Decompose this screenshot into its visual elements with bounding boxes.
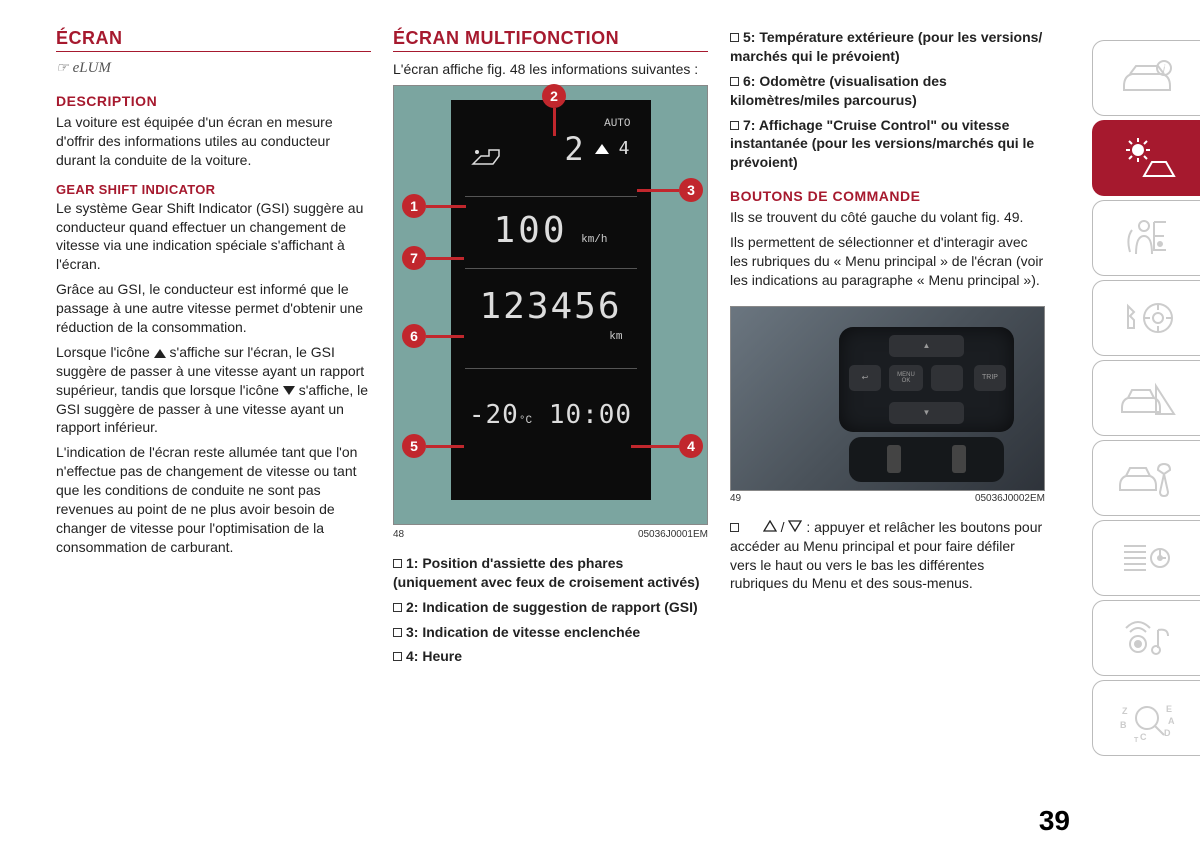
paragraph: L'écran affiche fig. 48 les informations… [393,60,708,79]
svg-text:i: i [1162,64,1165,75]
tab-dashboard-active[interactable] [1092,120,1200,196]
list-item: 7: Affichage "Cruise Control" ou vitesse… [730,116,1045,173]
svg-text:E: E [1166,704,1172,714]
paragraph: Ils se trouvent du côté gauche du volant… [730,208,1045,227]
callout-3: 3 [679,178,703,202]
figure-caption: 49 05036J0002EM [730,493,1045,504]
chapter-tabs: i ZB EAD CT [1092,40,1200,756]
shift-down-icon [283,386,295,395]
callout-6: 6 [402,324,426,348]
paragraph: Lorsque l'icône s'affiche sur l'écran, l… [56,343,371,437]
figure-49: ↩ MENUOK TRIP ▲ ▼ [730,306,1045,491]
heading-description: DESCRIPTION [56,93,371,109]
list-item: 3: Indication de vitesse enclenchée [393,623,708,642]
list-item: 4: Heure [393,647,708,666]
tab-vehicle-info[interactable]: i [1092,40,1200,116]
callout-5: 5 [402,434,426,458]
list-item: 5: Température extérieure (pour les vers… [730,28,1045,66]
list-item: 1: Position d'assiette des phares (uniqu… [393,554,708,592]
callout-2: 2 [542,84,566,108]
svg-text:A: A [1168,716,1175,726]
list-item: 2: Indication de suggestion de rapport (… [393,598,708,617]
tab-multimedia[interactable] [1092,600,1200,676]
figure-caption: 48 05036J0001EM [393,529,708,540]
shift-up-icon [154,349,166,358]
section-title: ÉCRAN MULTIFONCTION [393,28,708,52]
section-title: ÉCRAN [56,28,371,52]
list-item: 6: Odomètre (visualisation des kilomètre… [730,72,1045,110]
callout-7: 7 [402,246,426,270]
paragraph: / : appuyer et relâcher les boutons pour… [730,518,1045,594]
tab-maintenance[interactable] [1092,440,1200,516]
svg-text:T: T [1134,737,1139,742]
paragraph: L'indication de l'écran reste allumée ta… [56,443,371,556]
svg-text:Z: Z [1122,706,1128,716]
tab-index[interactable]: ZB EAD CT [1092,680,1200,756]
heading-buttons: BOUTONS DE COMMANDE [730,188,1045,204]
heading-gsi: GEAR SHIFT INDICATOR [56,182,371,197]
svg-text:D: D [1164,728,1171,738]
paragraph: Ils permettent de sélectionner et d'inte… [730,233,1045,290]
svg-text:C: C [1140,732,1147,742]
paragraph: La voiture est équipée d'un écran en mes… [56,113,371,170]
callout-4: 4 [679,434,703,458]
tab-specs[interactable] [1092,520,1200,596]
tab-safety[interactable] [1092,200,1200,276]
svg-text:B: B [1120,720,1127,730]
page-number: 39 [1039,805,1070,837]
figure-48: AUTO 2 4 100 km/h [393,85,708,525]
paragraph: Grâce au GSI, le conducteur est informé … [56,280,371,337]
paragraph: Le système Gear Shift Indicator (GSI) su… [56,199,371,275]
tab-starting[interactable] [1092,280,1200,356]
elum-badge: ☞eLUM [56,60,371,77]
dashboard-screen: AUTO 2 4 100 km/h [451,100,651,500]
tab-emergency[interactable] [1092,360,1200,436]
callout-1: 1 [402,194,426,218]
